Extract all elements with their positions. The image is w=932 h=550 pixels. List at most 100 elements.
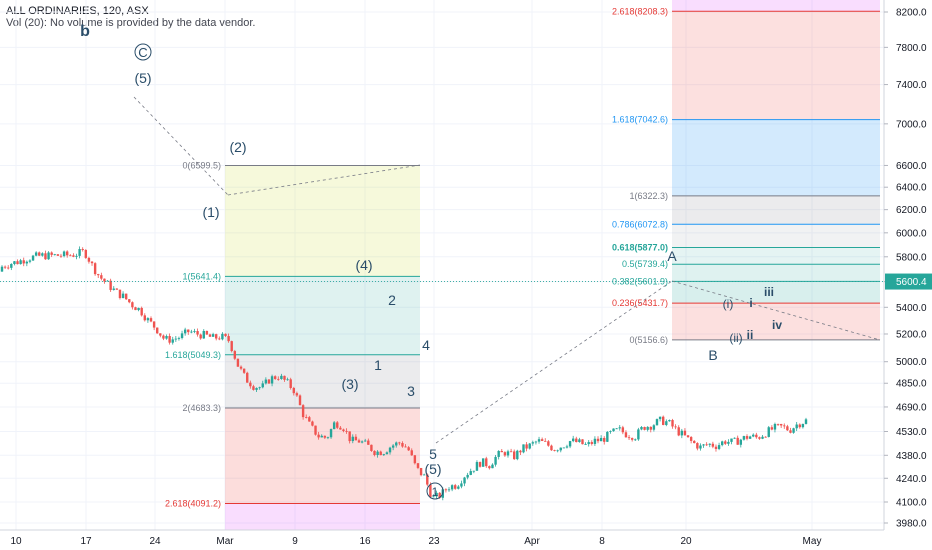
time-axis-label: Mar — [216, 536, 234, 547]
fib2-zone — [672, 224, 880, 248]
wave-label: ii — [747, 328, 754, 342]
candle-body — [59, 255, 63, 257]
candle-body — [187, 329, 190, 333]
candle-body — [211, 334, 215, 337]
candle-body — [677, 427, 680, 436]
candle-body — [655, 419, 659, 426]
candle-body — [280, 375, 283, 380]
wave-label: 3 — [407, 383, 415, 399]
volume-note: Vol (20): No volume is provided by the d… — [6, 17, 256, 29]
time-axis-label: 23 — [428, 536, 440, 547]
wave-label: 1 — [374, 357, 382, 373]
candle-body — [708, 443, 711, 445]
candle-body — [373, 450, 376, 456]
candle-body — [214, 334, 218, 339]
time-axis-label: 10 — [10, 536, 22, 547]
candle-body — [391, 445, 395, 448]
candle-body — [69, 255, 72, 257]
candle-body — [62, 251, 66, 257]
candle-body — [705, 444, 708, 446]
candle-body — [683, 430, 687, 436]
wave-circle — [426, 482, 444, 500]
fib1-zone — [225, 276, 420, 355]
price-axis-label: 3980.0 — [896, 519, 927, 530]
candle-body — [550, 445, 553, 451]
candle-body — [75, 255, 78, 257]
candle-body — [149, 318, 153, 322]
candle-body — [295, 393, 299, 396]
candle-body — [739, 439, 743, 445]
candle-body — [283, 375, 286, 380]
candle-body — [342, 429, 345, 431]
candle-body — [401, 443, 404, 447]
trend-line — [133, 96, 229, 196]
candle-body — [308, 417, 311, 422]
candle-body — [472, 470, 476, 472]
candle-body — [792, 428, 795, 433]
candle-body — [301, 405, 305, 418]
candle-body — [78, 249, 81, 256]
trend-line — [671, 280, 881, 341]
candle-body — [422, 474, 426, 476]
chart-title: ALL ORDINARIES, 120, ASX — [6, 5, 149, 17]
fib2-level-label: 2.618(8208.3) — [612, 6, 668, 16]
candle-body — [103, 278, 106, 282]
candle-body — [590, 442, 594, 444]
candle-body — [444, 489, 448, 491]
candle-body — [599, 437, 603, 442]
price-axis-label: 4240.0 — [896, 474, 927, 485]
candle-body — [568, 441, 572, 447]
candle-body — [426, 474, 429, 485]
wave-label: (5) — [424, 461, 441, 477]
candle-body — [351, 436, 354, 442]
candle-body — [236, 358, 240, 367]
price-axis-label: 6600.0 — [896, 161, 927, 172]
wave-label: (1) — [202, 204, 219, 220]
candle-body — [522, 444, 525, 453]
wave-label: b — [80, 23, 90, 40]
candle-body — [360, 441, 364, 443]
candle-body — [239, 366, 243, 369]
candle-body — [615, 428, 618, 430]
candle-body — [534, 441, 538, 443]
fib2-zone — [672, 119, 880, 196]
candle-body — [134, 307, 137, 311]
candle-body — [497, 450, 500, 457]
candle-body — [742, 436, 746, 440]
fib1-level-label: 1(5641.4) — [182, 271, 221, 281]
wave-label: (3) — [341, 376, 358, 392]
candle-body — [717, 445, 721, 449]
fib2-zone — [672, 281, 880, 304]
candle-body — [798, 424, 801, 428]
candle-body — [367, 440, 370, 445]
fib2-zone — [672, 303, 880, 340]
price-axis-label: 7400.0 — [896, 80, 927, 91]
candle-body — [395, 442, 398, 446]
candle-body — [221, 333, 224, 340]
candle-body — [56, 254, 60, 256]
candle-body — [575, 438, 578, 443]
candle-body — [320, 435, 323, 438]
candle-body — [494, 456, 497, 465]
candle-body — [776, 423, 780, 425]
candle-body — [624, 432, 628, 438]
price-axis-label: 5400.0 — [896, 303, 927, 314]
candle-body — [38, 252, 41, 256]
wave-label-circled: C — [138, 45, 147, 60]
time-axis-label: 24 — [149, 536, 161, 547]
candle-body — [488, 466, 491, 469]
fib1-level-label: 1.618(5049.3) — [165, 350, 221, 360]
candle-body — [584, 444, 587, 445]
candle-body — [699, 445, 702, 449]
candle-body — [783, 425, 786, 427]
time-axis-label: 16 — [359, 536, 371, 547]
candle-body — [376, 451, 379, 456]
candle-body — [249, 382, 252, 387]
candle-body — [500, 450, 503, 453]
candle-body — [786, 426, 789, 431]
fib2-level-label: 0.5(5739.4) — [622, 259, 668, 269]
last-price-tag — [885, 273, 932, 290]
candle-body — [131, 302, 134, 308]
wave-label: 2 — [388, 292, 396, 308]
